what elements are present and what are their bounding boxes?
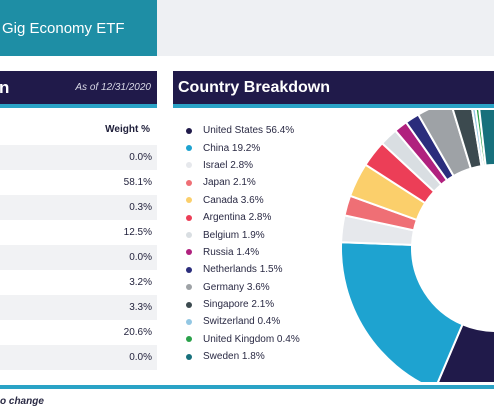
weight-column-header: Weight % xyxy=(105,124,150,135)
legend-item: Canada 3.6% xyxy=(186,192,300,209)
legend-swatch xyxy=(186,179,192,186)
legend-label: Germany 3.6% xyxy=(203,281,270,293)
legend-label: Switzerland 0.4% xyxy=(203,316,281,328)
donut-slice-sweden xyxy=(478,110,494,167)
donut-slice-china xyxy=(340,241,464,382)
weight-row: 0.3% xyxy=(0,195,157,220)
chart-legend: United States 56.4% China 19.2% Israel 2.8… xyxy=(186,122,300,365)
legend-swatch xyxy=(186,197,192,204)
legend-swatch xyxy=(186,214,192,221)
legend-label: Argentina 2.8% xyxy=(203,212,272,224)
fund-title-bar: Gig Economy ETF xyxy=(0,0,157,56)
weight-value: 12.5% xyxy=(123,227,152,238)
footnote: o change xyxy=(0,396,44,407)
weight-value: 0.0% xyxy=(129,252,152,263)
donut-chart-container xyxy=(330,110,494,382)
legend-item: United States 56.4% xyxy=(186,122,300,139)
weight-row: 58.1% xyxy=(0,170,157,195)
legend-label: United States 56.4% xyxy=(203,125,295,137)
weight-row: 0.0% xyxy=(0,145,157,170)
legend-item: Argentina 2.8% xyxy=(186,209,300,226)
weight-row: 3.3% xyxy=(0,295,157,320)
country-breakdown-title: Country Breakdown xyxy=(178,78,331,96)
legend-label: Singapore 2.1% xyxy=(203,299,275,311)
legend-label: Sweden 1.8% xyxy=(203,351,265,363)
legend-swatch xyxy=(186,162,192,169)
weight-value: 20.6% xyxy=(123,327,152,338)
weight-row: 0.0% xyxy=(0,345,157,370)
holdings-panel-title: n xyxy=(0,77,10,97)
weight-value: 0.0% xyxy=(129,352,152,363)
weight-value: 0.3% xyxy=(129,202,152,213)
country-donut-chart xyxy=(340,110,494,382)
legend-swatch xyxy=(186,127,192,134)
holdings-panel-header: n As of 12/31/2020 xyxy=(0,71,157,108)
legend-item: United Kingdom 0.4% xyxy=(186,331,300,348)
legend-item: Japan 2.1% xyxy=(186,174,300,191)
legend-item: Singapore 2.1% xyxy=(186,296,300,313)
legend-label: Israel 2.8% xyxy=(203,159,254,171)
legend-item: Sweden 1.8% xyxy=(186,348,300,365)
weight-row: 12.5% xyxy=(0,220,157,245)
country-panel-header: Country Breakdown xyxy=(173,71,494,108)
legend-swatch xyxy=(186,145,192,152)
weight-value: 3.2% xyxy=(129,277,152,288)
legend-swatch xyxy=(186,266,192,273)
weight-table: 0.0% 58.1% 0.3% 12.5% 0.0% 3.2% 3.3% 20.6% 0.0% xyxy=(0,145,157,370)
legend-item: Switzerland 0.4% xyxy=(186,313,300,330)
legend-item: Belgium 1.9% xyxy=(186,226,300,243)
legend-swatch xyxy=(186,249,192,256)
legend-item: Germany 3.6% xyxy=(186,279,300,296)
weight-value: 3.3% xyxy=(129,302,152,313)
legend-swatch xyxy=(186,336,192,343)
legend-item: Israel 2.8% xyxy=(186,157,300,174)
header-background xyxy=(157,0,494,56)
fund-title: Gig Economy ETF xyxy=(2,19,125,37)
legend-label: China 19.2% xyxy=(203,142,261,154)
weight-value: 58.1% xyxy=(123,177,152,188)
weight-row: 3.2% xyxy=(0,270,157,295)
weight-value: 0.0% xyxy=(129,152,152,163)
legend-item: Russia 1.4% xyxy=(186,244,300,261)
legend-swatch xyxy=(186,284,192,291)
weight-row: 20.6% xyxy=(0,320,157,345)
weight-row: 0.0% xyxy=(0,245,157,270)
legend-label: Japan 2.1% xyxy=(203,177,256,189)
legend-label: Belgium 1.9% xyxy=(203,229,265,241)
legend-swatch xyxy=(186,353,192,360)
legend-swatch xyxy=(186,232,192,239)
as-of-date: As of 12/31/2020 xyxy=(75,82,151,93)
legend-label: Netherlands 1.5% xyxy=(203,264,283,276)
legend-item: Netherlands 1.5% xyxy=(186,261,300,278)
legend-swatch xyxy=(186,318,192,325)
donut-slice-united-states xyxy=(436,110,494,382)
legend-label: United Kingdom 0.4% xyxy=(203,333,300,345)
bottom-divider xyxy=(0,385,494,389)
legend-label: Canada 3.6% xyxy=(203,194,264,206)
legend-label: Russia 1.4% xyxy=(203,246,260,258)
legend-swatch xyxy=(186,301,192,308)
legend-item: China 19.2% xyxy=(186,139,300,156)
